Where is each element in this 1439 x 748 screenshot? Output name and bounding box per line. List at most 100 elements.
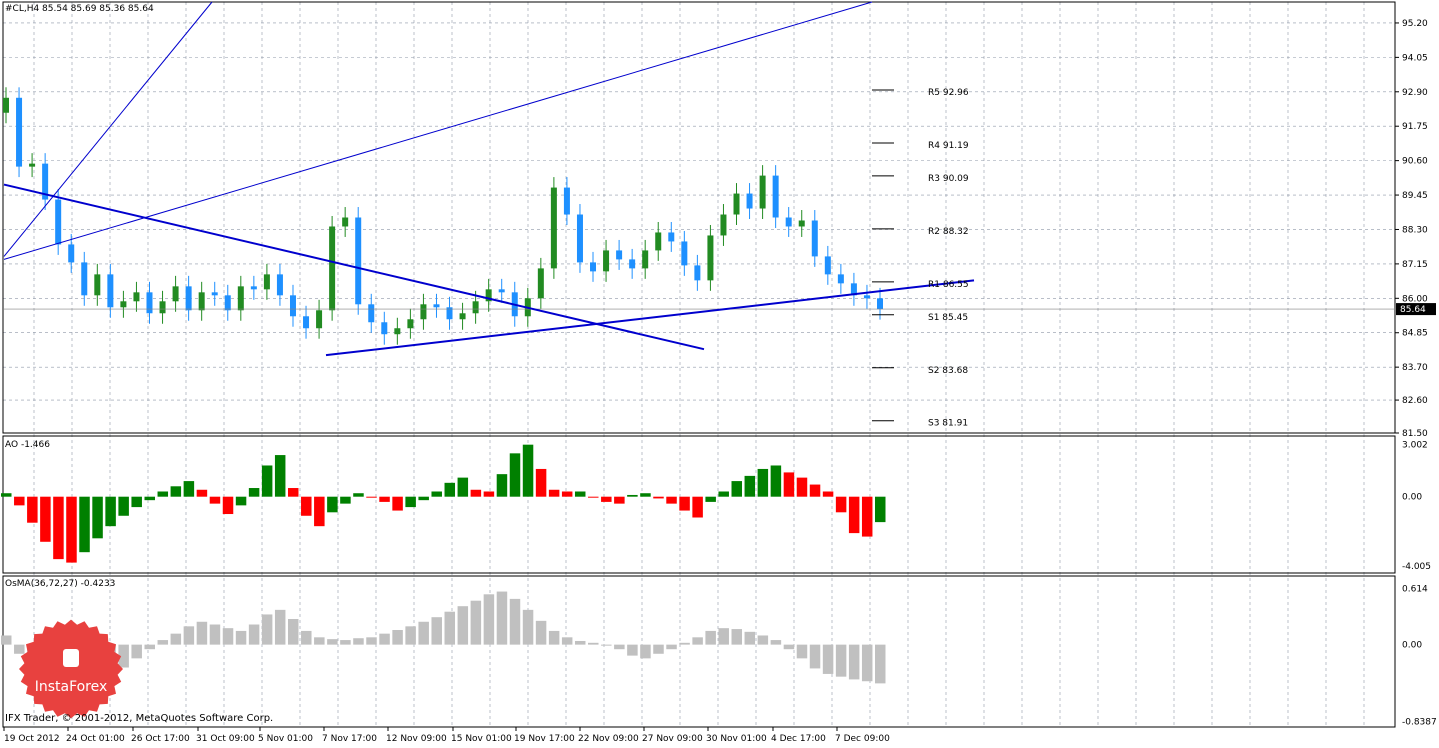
trendline[interactable] [3, 1, 873, 260]
osma-bar [340, 640, 351, 645]
ao-bar [379, 496, 390, 502]
logo-brand-text: InstaForex [35, 679, 108, 695]
osma-bar [405, 626, 416, 645]
osma-axis-label: 0.00 [1402, 641, 1422, 651]
candle-body [224, 295, 231, 311]
price-axis-label: 89.45 [1402, 191, 1428, 201]
ao-bar [27, 496, 38, 523]
candle-body [446, 307, 453, 320]
pivot-label: R2 88.32 [928, 227, 969, 237]
osma-bar [418, 621, 429, 645]
time-axis-label: 24 Oct 01:00 [66, 734, 125, 744]
candle-body [629, 259, 636, 269]
candle-body [316, 310, 323, 329]
ao-bar [144, 496, 155, 501]
candle-body [472, 301, 479, 314]
osma-bar [157, 640, 169, 645]
candle-body [863, 295, 870, 299]
osma-bar [770, 640, 782, 645]
trendline[interactable] [3, 183, 705, 351]
price-axis-label: 82.60 [1402, 396, 1428, 406]
candle-body [590, 262, 597, 272]
time-axis-label: 19 Oct 2012 [4, 734, 60, 744]
time-axis-label: 30 Nov 01:00 [706, 734, 767, 744]
ao-bar [131, 496, 142, 508]
candle-body [263, 274, 270, 290]
osma-bar [261, 614, 273, 645]
ao-bar [535, 468, 547, 497]
trendlines[interactable] [3, 1, 975, 357]
osma-bar [861, 644, 873, 682]
candle-body [381, 322, 388, 335]
price-axis-label: 81.50 [1402, 429, 1428, 439]
candle-body [289, 295, 296, 317]
candle-body [746, 193, 753, 209]
candle-body [172, 286, 179, 302]
osma-bar [248, 624, 260, 645]
ao-axis-label: 0.00 [1402, 493, 1422, 503]
candle-body [355, 217, 362, 305]
osma-title: OsMA(36,72,27) -0.4233 [5, 579, 116, 589]
candle-body [694, 265, 701, 281]
time-axis-label: 12 Nov 09:00 [386, 734, 447, 744]
panel-frame [2, 1, 1396, 434]
ao-bar [327, 496, 338, 513]
ao-bar [14, 496, 25, 506]
logo-emblem-shape [63, 649, 79, 667]
candle-body [707, 235, 714, 281]
candle-body [681, 241, 688, 266]
ao-bar [640, 493, 651, 497]
osma-bar [679, 642, 690, 645]
candle-body [785, 217, 792, 227]
pivot-label: R4 91.19 [928, 141, 969, 151]
ao-bar [222, 496, 234, 515]
osma-bar [509, 598, 521, 645]
candle-body [42, 163, 49, 200]
osma-bar [757, 635, 769, 645]
osma-bar [379, 633, 390, 645]
osma-bar [744, 631, 756, 645]
candle-body [185, 286, 192, 311]
ao-bar [1, 493, 12, 497]
price-axis-label: 90.60 [1402, 157, 1428, 167]
candle-body [642, 250, 649, 269]
osma-bar [118, 644, 129, 668]
axes: 95.20 94.05 92.90 91.75 90.60 89.45 88.30 87.15… [3, 19, 1437, 744]
time-axis-label: 31 Oct 09:00 [196, 734, 255, 744]
ao-bar [274, 455, 286, 497]
osma-bar [366, 637, 377, 645]
candle-body [420, 304, 427, 320]
price-candles [3, 87, 1395, 345]
osma-bar [653, 644, 664, 654]
ao-bar [66, 496, 77, 563]
candle-body [655, 232, 662, 251]
ao-bar [770, 465, 782, 497]
ao-bar [757, 468, 769, 497]
ao-bar [848, 496, 860, 534]
ao-bar [588, 496, 599, 498]
osma-bar [392, 629, 403, 645]
trendline[interactable] [325, 279, 975, 357]
ao-axis-label: 3.002 [1402, 441, 1428, 451]
ao-bar [79, 496, 90, 553]
ao-bar [783, 472, 795, 497]
candle-body [146, 292, 153, 314]
ao-bar [287, 488, 299, 497]
price-axis-label: 84.85 [1402, 329, 1428, 339]
osma-bar [183, 626, 195, 645]
ao-bar [875, 496, 886, 523]
ao-bar [692, 496, 703, 518]
candle-body [29, 163, 36, 167]
ao-bar [457, 477, 469, 497]
candle-body [16, 97, 23, 167]
ao-bar [366, 496, 377, 498]
candle-body [55, 199, 62, 245]
candle-body [668, 232, 675, 242]
trendline[interactable] [3, 1, 213, 257]
osma-bar [327, 639, 338, 645]
osma-bar [718, 628, 729, 645]
panel-frame [2, 435, 1396, 574]
ao-bar [196, 489, 208, 497]
